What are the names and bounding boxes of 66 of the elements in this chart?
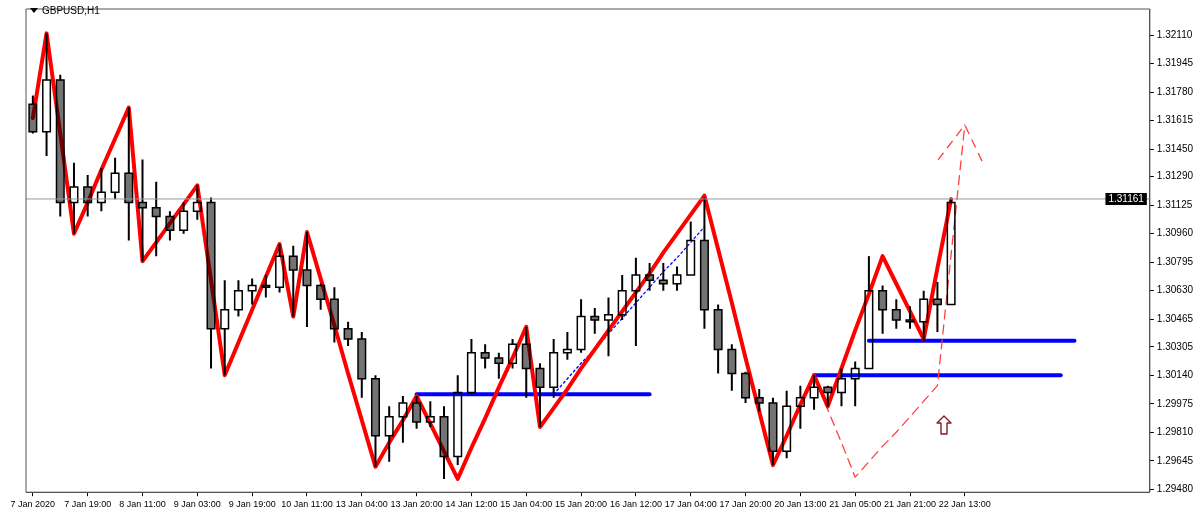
x-tick-label: 21 Jan 21:00 xyxy=(883,499,937,510)
x-tick-label: 16 Jan 12:00 xyxy=(609,499,662,510)
x-tick-label: 13 Jan 04:00 xyxy=(335,499,388,510)
y-tick-label: 1.30795 xyxy=(1156,255,1194,267)
x-tick-label: 8 Jan 11:00 xyxy=(119,499,166,510)
x-tick-label: 10 Jan 11:00 xyxy=(281,499,333,510)
candlestick xyxy=(42,32,52,157)
x-tick-label: 13 Jan 20:00 xyxy=(390,499,443,510)
x-tick-label: 9 Jan 19:00 xyxy=(228,499,276,510)
candlestick xyxy=(549,338,559,399)
candlestick xyxy=(233,279,243,318)
y-tick-label: 1.31450 xyxy=(1156,142,1194,154)
candlestick xyxy=(782,389,792,460)
candlestick xyxy=(425,400,435,429)
x-tick-label: 21 Jan 05:00 xyxy=(829,499,882,510)
ref-line-label: 1.31161 xyxy=(1108,192,1145,204)
candlestick xyxy=(686,220,696,276)
candlestick xyxy=(617,274,627,322)
x-tick-label: 7 Jan 19:00 xyxy=(64,499,112,510)
x-tick-label: 20 Jan 13:00 xyxy=(774,499,827,510)
y-tick-label: 1.31615 xyxy=(1156,114,1194,126)
candlestick xyxy=(370,374,381,468)
candlestick xyxy=(576,298,586,354)
candlestick xyxy=(69,161,79,235)
x-tick-label: 17 Jan 04:00 xyxy=(664,499,717,510)
y-tick-label: 1.31780 xyxy=(1156,85,1194,97)
candlestick xyxy=(220,279,230,377)
x-tick-label: 7 Jan 2020 xyxy=(10,499,56,510)
y-tick-label: 1.31125 xyxy=(1156,198,1193,210)
candlestick xyxy=(466,338,476,396)
x-tick-label: 22 Jan 13:00 xyxy=(938,499,991,510)
y-tick-label: 1.30960 xyxy=(1156,227,1194,239)
y-tick-label: 1.30140 xyxy=(1156,369,1194,381)
x-tick-label: 15 Jan 04:00 xyxy=(500,499,553,510)
x-tick-label: 9 Jan 03:00 xyxy=(173,499,221,510)
x-tick-label: 14 Jan 12:00 xyxy=(445,499,498,510)
y-tick-label: 1.29480 xyxy=(1156,483,1194,495)
candlestick xyxy=(809,374,819,411)
y-tick-label: 1.30305 xyxy=(1156,340,1194,352)
y-tick-label: 1.29645 xyxy=(1156,454,1194,466)
y-tick-label: 1.31945 xyxy=(1156,57,1194,69)
candlestick xyxy=(398,395,408,444)
candlestick xyxy=(836,367,846,408)
candlestick xyxy=(453,374,463,467)
y-tick-label: 1.32110 xyxy=(1156,28,1193,40)
x-tick-label: 15 Jan 20:00 xyxy=(555,499,608,510)
x-tick-label: 17 Jan 20:00 xyxy=(719,499,772,510)
candlestick xyxy=(110,156,120,201)
y-tick-label: 1.30465 xyxy=(1156,312,1194,324)
candlestick xyxy=(562,331,572,361)
candlestick xyxy=(795,384,805,430)
candlestick xyxy=(672,265,682,292)
chart-title: GBPUSD,H1 xyxy=(42,5,100,16)
candlestick xyxy=(384,405,394,463)
candlestick xyxy=(631,256,641,347)
candlestick xyxy=(919,289,929,342)
candlestick xyxy=(96,167,106,213)
candlestick xyxy=(850,360,860,408)
y-tick-label: 1.29810 xyxy=(1156,426,1194,438)
candlestick xyxy=(192,184,202,221)
candlestick xyxy=(247,277,257,306)
candlestick xyxy=(603,296,613,358)
candlestick xyxy=(864,255,874,370)
y-tick-label: 1.31290 xyxy=(1156,170,1194,182)
y-tick-label: 1.29975 xyxy=(1156,397,1194,409)
y-tick-label: 1.30630 xyxy=(1156,284,1194,296)
